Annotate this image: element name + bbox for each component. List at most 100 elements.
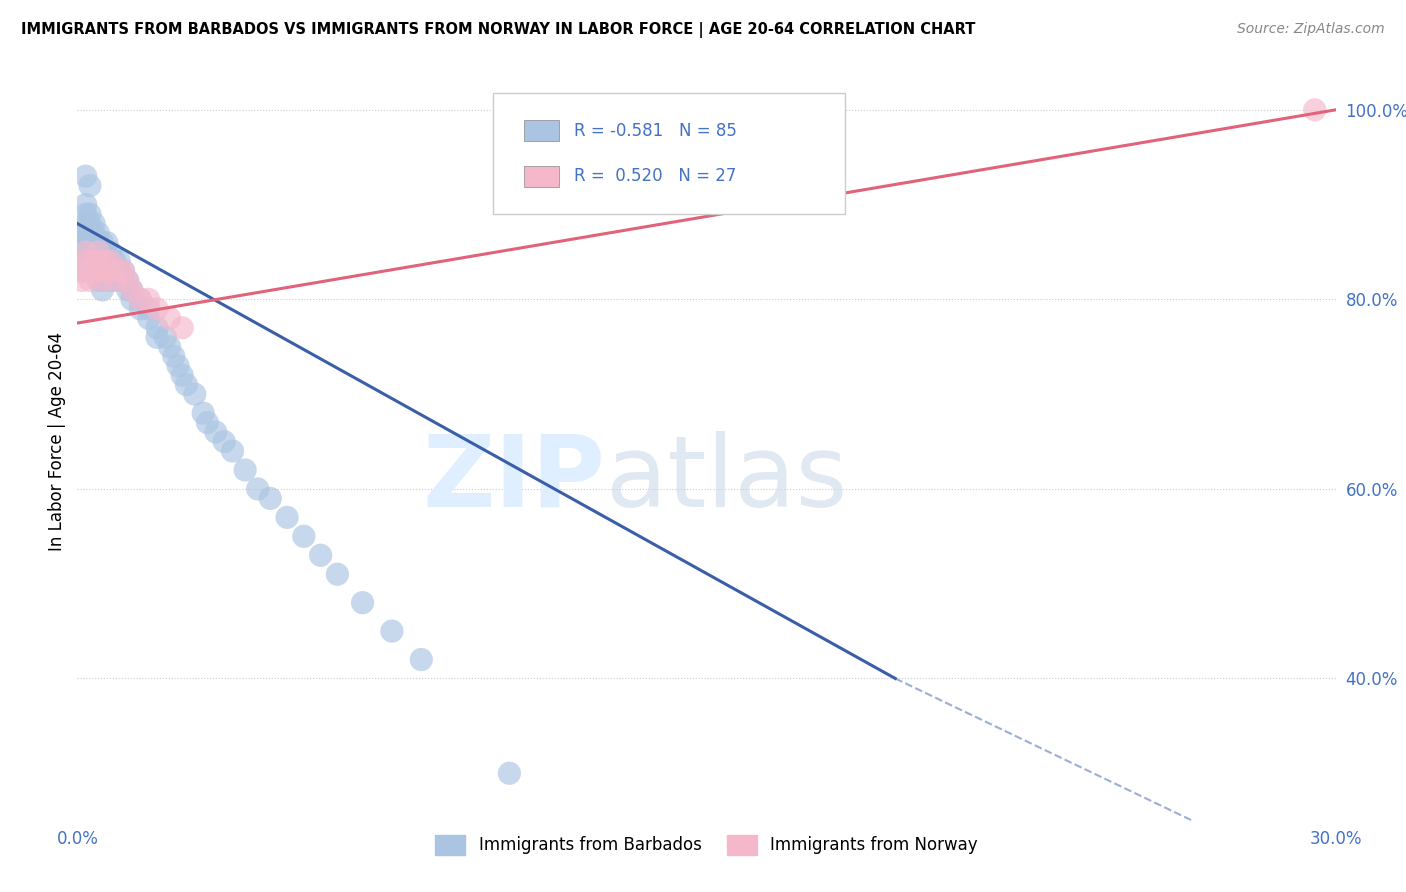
Point bbox=[91, 235, 114, 250]
Point bbox=[75, 244, 97, 259]
Point bbox=[292, 529, 315, 543]
Point bbox=[79, 235, 101, 250]
Point bbox=[79, 264, 101, 278]
FancyBboxPatch shape bbox=[524, 166, 560, 186]
Point bbox=[83, 226, 105, 240]
Point bbox=[195, 416, 218, 430]
Point bbox=[276, 510, 298, 524]
Legend: Immigrants from Barbados, Immigrants from Norway: Immigrants from Barbados, Immigrants fro… bbox=[429, 828, 984, 862]
Point bbox=[259, 491, 281, 506]
Point bbox=[70, 235, 93, 250]
Point bbox=[167, 359, 190, 373]
Point bbox=[129, 293, 152, 307]
Point bbox=[104, 273, 127, 287]
Point bbox=[87, 244, 110, 259]
Text: Source: ZipAtlas.com: Source: ZipAtlas.com bbox=[1237, 22, 1385, 37]
Point bbox=[104, 254, 127, 268]
Point bbox=[83, 264, 105, 278]
Point bbox=[87, 235, 110, 250]
Point bbox=[381, 624, 404, 639]
Point bbox=[79, 207, 101, 221]
Text: ZIP: ZIP bbox=[423, 431, 606, 528]
Point bbox=[96, 235, 118, 250]
Point bbox=[221, 444, 243, 458]
Point bbox=[91, 254, 114, 268]
FancyBboxPatch shape bbox=[524, 120, 560, 141]
Point bbox=[159, 340, 181, 354]
Point bbox=[83, 254, 105, 268]
Point bbox=[146, 320, 169, 334]
Text: atlas: atlas bbox=[606, 431, 848, 528]
Point bbox=[108, 264, 131, 278]
Point bbox=[70, 264, 93, 278]
Point bbox=[104, 264, 127, 278]
Point bbox=[91, 273, 114, 287]
Point bbox=[117, 273, 139, 287]
Point bbox=[163, 349, 186, 363]
Point bbox=[91, 264, 114, 278]
Point bbox=[129, 293, 152, 307]
Point bbox=[155, 330, 177, 344]
Point bbox=[96, 254, 118, 268]
Point bbox=[104, 273, 127, 287]
Point bbox=[96, 264, 118, 278]
Point bbox=[100, 264, 122, 278]
Point bbox=[184, 387, 207, 401]
Point bbox=[75, 244, 97, 259]
Point bbox=[498, 766, 520, 780]
Point bbox=[87, 254, 110, 268]
Point bbox=[83, 254, 105, 268]
Point bbox=[87, 226, 110, 240]
Point bbox=[117, 283, 139, 297]
Point bbox=[112, 264, 135, 278]
Point bbox=[326, 567, 349, 582]
Point bbox=[108, 264, 131, 278]
Point bbox=[108, 254, 131, 268]
Point bbox=[121, 283, 143, 297]
Point bbox=[75, 197, 97, 211]
Point bbox=[70, 226, 93, 240]
Point bbox=[91, 273, 114, 287]
Point bbox=[79, 226, 101, 240]
Point bbox=[411, 652, 433, 666]
Point bbox=[83, 244, 105, 259]
Point bbox=[79, 217, 101, 231]
Point bbox=[146, 301, 169, 316]
Y-axis label: In Labor Force | Age 20-64: In Labor Force | Age 20-64 bbox=[48, 332, 66, 551]
Point bbox=[79, 254, 101, 268]
Point bbox=[191, 406, 215, 420]
Point bbox=[83, 217, 105, 231]
Point bbox=[75, 207, 97, 221]
Point bbox=[75, 169, 97, 184]
Point bbox=[91, 244, 114, 259]
Point bbox=[138, 301, 160, 316]
Point bbox=[70, 273, 93, 287]
Point bbox=[83, 235, 105, 250]
Point bbox=[75, 226, 97, 240]
Point bbox=[172, 320, 194, 334]
Point bbox=[70, 244, 93, 259]
Point bbox=[96, 244, 118, 259]
Point bbox=[112, 264, 135, 278]
Point bbox=[75, 217, 97, 231]
Point bbox=[138, 311, 160, 326]
Point bbox=[91, 283, 114, 297]
Point bbox=[100, 244, 122, 259]
Point bbox=[121, 283, 143, 297]
Point bbox=[96, 264, 118, 278]
Point bbox=[75, 254, 97, 268]
Text: IMMIGRANTS FROM BARBADOS VS IMMIGRANTS FROM NORWAY IN LABOR FORCE | AGE 20-64 CO: IMMIGRANTS FROM BARBADOS VS IMMIGRANTS F… bbox=[21, 22, 976, 38]
Point bbox=[79, 273, 101, 287]
Point bbox=[87, 273, 110, 287]
Point bbox=[96, 254, 118, 268]
Point bbox=[112, 273, 135, 287]
Point bbox=[1303, 103, 1326, 117]
Point bbox=[352, 596, 374, 610]
Point bbox=[146, 330, 169, 344]
Point bbox=[159, 311, 181, 326]
Point bbox=[212, 434, 235, 449]
Point bbox=[79, 178, 101, 193]
Point bbox=[70, 254, 93, 268]
Text: R = -0.581   N = 85: R = -0.581 N = 85 bbox=[575, 121, 737, 140]
Point bbox=[75, 235, 97, 250]
